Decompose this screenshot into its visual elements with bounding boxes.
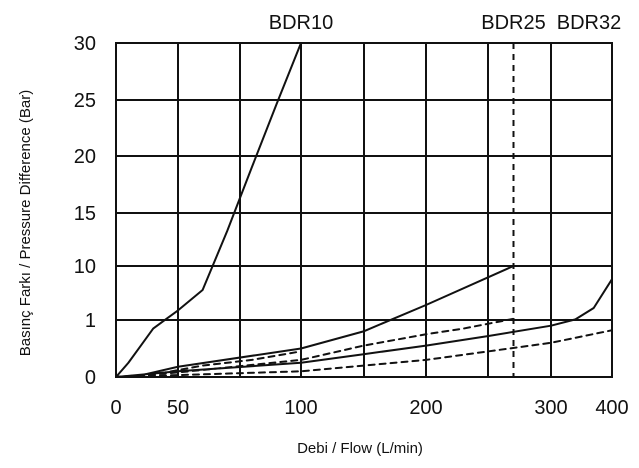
x-tick-label: 0 xyxy=(110,397,121,419)
y-tick-label: 20 xyxy=(74,146,96,168)
series-layer xyxy=(115,42,613,378)
series-line-6 xyxy=(115,329,613,378)
x-axis-title: Debi / Flow (L/min) xyxy=(297,440,423,457)
y-tick-label: 15 xyxy=(74,203,96,225)
x-tick-label: 100 xyxy=(284,397,317,419)
y-axis-title: Basınç Farkı / Pressure Difference (Bar) xyxy=(17,90,34,356)
y-tick-label: 1 xyxy=(85,310,96,332)
x-tick-label: 300 xyxy=(534,397,567,419)
series-line-5 xyxy=(115,317,515,378)
top-series-label: BDR32 xyxy=(557,12,621,34)
labels-layer: 0 50 100 200 300 400 0 1 10 15 20 25 30 BDR10 BDR25 BDR… xyxy=(74,12,629,419)
x-tick-label: 50 xyxy=(167,397,189,419)
grid xyxy=(115,42,613,378)
plot-border xyxy=(115,42,613,378)
y-tick-label: 30 xyxy=(74,33,96,55)
x-tick-label: 200 xyxy=(409,397,442,419)
series-line-1 xyxy=(115,42,302,378)
x-tick-label: 400 xyxy=(595,397,628,419)
y-tick-label: 0 xyxy=(85,367,96,389)
y-tick-label: 25 xyxy=(74,90,96,112)
y-tick-label: 10 xyxy=(74,256,96,278)
top-series-label: BDR10 xyxy=(269,12,333,34)
top-series-label: BDR25 xyxy=(481,12,545,34)
